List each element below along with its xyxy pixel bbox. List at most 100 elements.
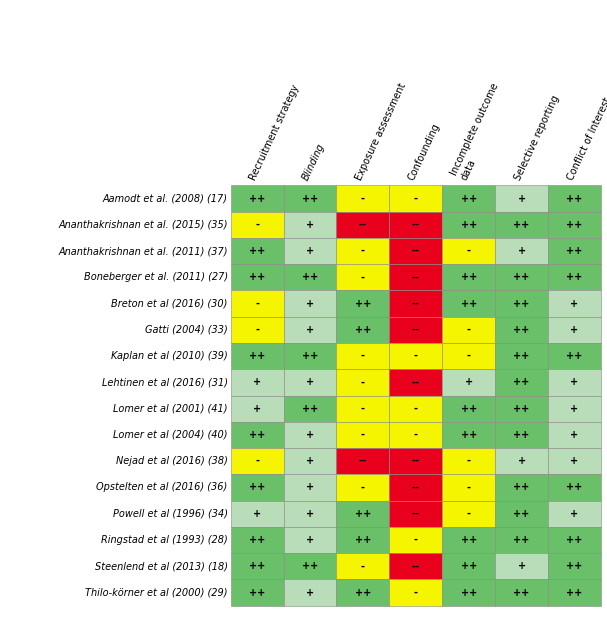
Text: +: + <box>253 509 261 519</box>
Text: +: + <box>571 509 578 519</box>
Text: Ananthakrishnan et al. (2011) (37): Ananthakrishnan et al. (2011) (37) <box>58 246 228 256</box>
Bar <box>389 316 443 343</box>
Bar <box>283 185 336 211</box>
Bar <box>495 316 548 343</box>
Text: --: -- <box>412 483 420 493</box>
Text: ++: ++ <box>514 509 530 519</box>
Bar <box>495 527 548 553</box>
Bar <box>389 580 443 606</box>
Text: Thilo-körner et al (2000) (29): Thilo-körner et al (2000) (29) <box>85 588 228 598</box>
Bar <box>283 580 336 606</box>
Text: --: -- <box>412 273 420 282</box>
Bar <box>336 527 389 553</box>
Text: Opstelten et al (2016) (36): Opstelten et al (2016) (36) <box>97 483 228 493</box>
Bar <box>283 343 336 370</box>
Text: +: + <box>571 456 578 466</box>
Text: ++: ++ <box>566 220 583 230</box>
Text: Blinding: Blinding <box>301 142 327 182</box>
Bar <box>283 527 336 553</box>
Text: ++: ++ <box>514 220 530 230</box>
Text: ++: ++ <box>302 273 318 282</box>
Bar <box>495 370 548 396</box>
Bar <box>231 290 283 316</box>
Text: +: + <box>253 404 261 413</box>
Text: ++: ++ <box>566 561 583 571</box>
Text: +: + <box>306 325 314 335</box>
Text: ++: ++ <box>461 404 477 413</box>
Bar <box>283 370 336 396</box>
Text: -: - <box>467 483 470 493</box>
Bar <box>389 421 443 448</box>
Text: Selective reporting: Selective reporting <box>512 94 561 182</box>
Text: -: - <box>467 246 470 256</box>
Text: Breton et al (2016) (30): Breton et al (2016) (30) <box>111 298 228 308</box>
Bar <box>548 580 601 606</box>
Bar <box>548 527 601 553</box>
Text: -: - <box>255 220 259 230</box>
Bar <box>231 238 283 265</box>
Bar <box>283 501 336 527</box>
Bar <box>336 580 389 606</box>
Bar <box>336 448 389 475</box>
Bar <box>231 211 283 238</box>
Text: +: + <box>518 456 526 466</box>
Text: --: -- <box>412 456 420 466</box>
Text: +: + <box>571 404 578 413</box>
Bar <box>495 580 548 606</box>
Text: ++: ++ <box>514 404 530 413</box>
Bar <box>283 448 336 475</box>
Bar <box>336 421 389 448</box>
Text: -: - <box>255 456 259 466</box>
Bar <box>389 553 443 580</box>
Text: -: - <box>361 273 365 282</box>
Bar <box>336 211 389 238</box>
Bar <box>389 448 443 475</box>
Text: ++: ++ <box>354 535 371 545</box>
Text: Lomer et al (2004) (40): Lomer et al (2004) (40) <box>113 430 228 440</box>
Bar <box>336 185 389 211</box>
Text: +: + <box>306 430 314 440</box>
Text: ++: ++ <box>249 246 265 256</box>
Text: Gatti (2004) (33): Gatti (2004) (33) <box>145 325 228 335</box>
Bar <box>231 421 283 448</box>
Text: -: - <box>255 325 259 335</box>
Text: -: - <box>361 430 365 440</box>
Bar <box>495 265 548 290</box>
Bar <box>231 580 283 606</box>
Text: ++: ++ <box>302 561 318 571</box>
Text: ++: ++ <box>249 193 265 203</box>
Bar <box>548 475 601 501</box>
Text: ++: ++ <box>461 535 477 545</box>
Bar <box>495 475 548 501</box>
Bar <box>283 396 336 421</box>
Text: ++: ++ <box>566 483 583 493</box>
Text: Boneberger et al. (2011) (27): Boneberger et al. (2011) (27) <box>84 273 228 282</box>
Bar <box>336 290 389 316</box>
Bar <box>283 553 336 580</box>
Text: -: - <box>361 561 365 571</box>
Text: --: -- <box>412 325 420 335</box>
Bar <box>231 185 283 211</box>
Bar <box>443 501 495 527</box>
Text: ++: ++ <box>514 298 530 308</box>
Bar <box>283 421 336 448</box>
Bar <box>231 316 283 343</box>
Text: ++: ++ <box>302 193 318 203</box>
Bar <box>495 501 548 527</box>
Text: ++: ++ <box>249 588 265 598</box>
Text: +: + <box>306 456 314 466</box>
Text: --: -- <box>412 509 420 519</box>
Text: +: + <box>306 509 314 519</box>
Bar <box>548 238 601 265</box>
Text: ++: ++ <box>249 430 265 440</box>
Text: -: - <box>414 588 418 598</box>
Bar <box>443 185 495 211</box>
Bar <box>231 527 283 553</box>
Bar <box>443 370 495 396</box>
Text: -: - <box>414 351 418 361</box>
Text: Exposure assessment: Exposure assessment <box>354 82 408 182</box>
Bar <box>495 185 548 211</box>
Text: +: + <box>306 378 314 387</box>
Bar <box>283 290 336 316</box>
Text: +: + <box>253 378 261 387</box>
